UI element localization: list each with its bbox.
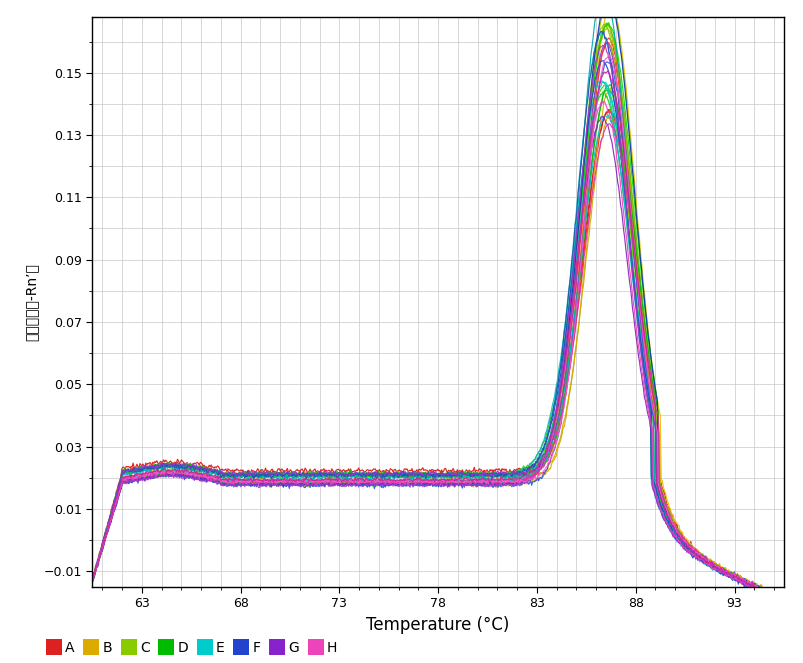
Y-axis label: 派生图谱（-Rn’）: 派生图谱（-Rn’） (24, 263, 38, 341)
Legend: A, B, C, D, E, F, G, H: A, B, C, D, E, F, G, H (47, 640, 336, 655)
X-axis label: Temperature (°C): Temperature (°C) (366, 616, 509, 634)
